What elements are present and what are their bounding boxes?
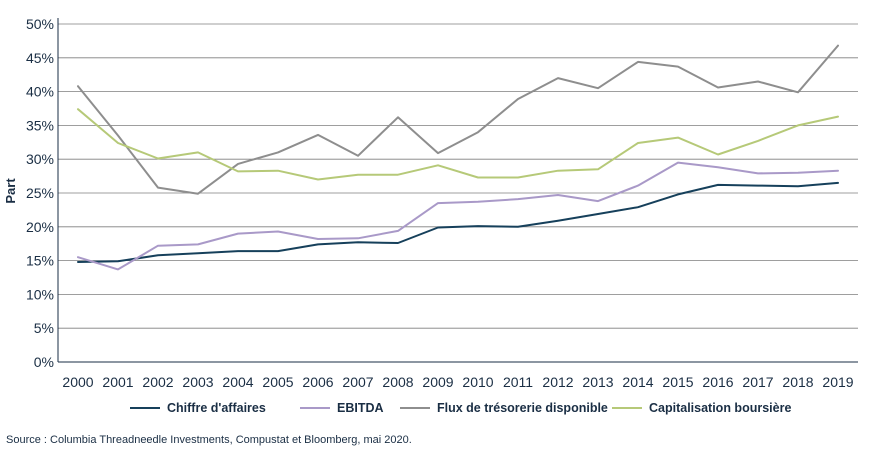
y-tick-label: 10%: [26, 286, 54, 302]
x-tick-label: 2014: [622, 374, 653, 390]
y-tick-label: 30%: [26, 151, 54, 167]
y-tick-label: 0%: [34, 354, 54, 370]
y-tick-label: 45%: [26, 50, 54, 66]
y-tick-label: 15%: [26, 253, 54, 269]
legend-label: Capitalisation boursière: [649, 401, 791, 415]
x-tick-label: 2002: [142, 374, 173, 390]
x-axis-ticks: 2000 2001 2002 2003 2004 2005 2006 2007 2008 2009…: [62, 374, 853, 390]
y-tick-label: 50%: [26, 16, 54, 32]
x-tick-label: 2003: [182, 374, 213, 390]
series-line-1: [77, 181, 839, 263]
x-tick-label: 2006: [302, 374, 333, 390]
gridlines: [58, 23, 858, 329]
line-chart: 0% 5% 10% 15% 20% 25% 30% 35% 40% 45% 50% 2000 2001…: [3, 16, 858, 415]
y-tick-label: 40%: [26, 84, 54, 100]
x-tick-label: 2016: [702, 374, 733, 390]
x-tick-label: 2019: [822, 374, 853, 390]
x-tick-label: 2012: [542, 374, 573, 390]
series-line-3: [77, 44, 839, 195]
legend-label: Flux de trésorerie disponible: [437, 401, 608, 415]
y-tick-label: 35%: [26, 117, 54, 133]
x-tick-label: 2001: [102, 374, 133, 390]
x-tick-label: 2011: [503, 374, 533, 390]
legend-label: EBITDA: [337, 401, 384, 415]
x-tick-label: 2008: [382, 374, 413, 390]
x-tick-label: 2009: [422, 374, 453, 390]
x-tick-label: 2004: [222, 374, 253, 390]
x-tick-label: 2007: [342, 374, 373, 390]
x-tick-label: 2005: [262, 374, 293, 390]
x-tick-label: 2015: [662, 374, 693, 390]
y-tick-label: 20%: [26, 219, 54, 235]
x-tick-label: 2010: [462, 374, 493, 390]
legend-label: Chiffre d'affaires: [167, 401, 266, 415]
source-note: Source : Columbia Threadneedle Investmen…: [6, 434, 412, 446]
series-line-2: [77, 161, 839, 271]
y-axis-ticks: 0% 5% 10% 15% 20% 25% 30% 35% 40% 45% 50%: [26, 16, 54, 370]
y-tick-label: 25%: [26, 185, 54, 201]
x-tick-label: 2013: [582, 374, 613, 390]
y-tick-label: 5%: [34, 320, 54, 336]
series-lines: [77, 44, 839, 271]
legend: Chiffre d'affaires EBITDA Flux de trésorer…: [130, 401, 791, 415]
x-tick-label: 2000: [62, 374, 93, 390]
series-line-4: [77, 108, 839, 181]
x-tick-label: 2017: [742, 374, 773, 390]
y-axis-label: Part: [3, 178, 18, 204]
x-tick-label: 2018: [782, 374, 813, 390]
